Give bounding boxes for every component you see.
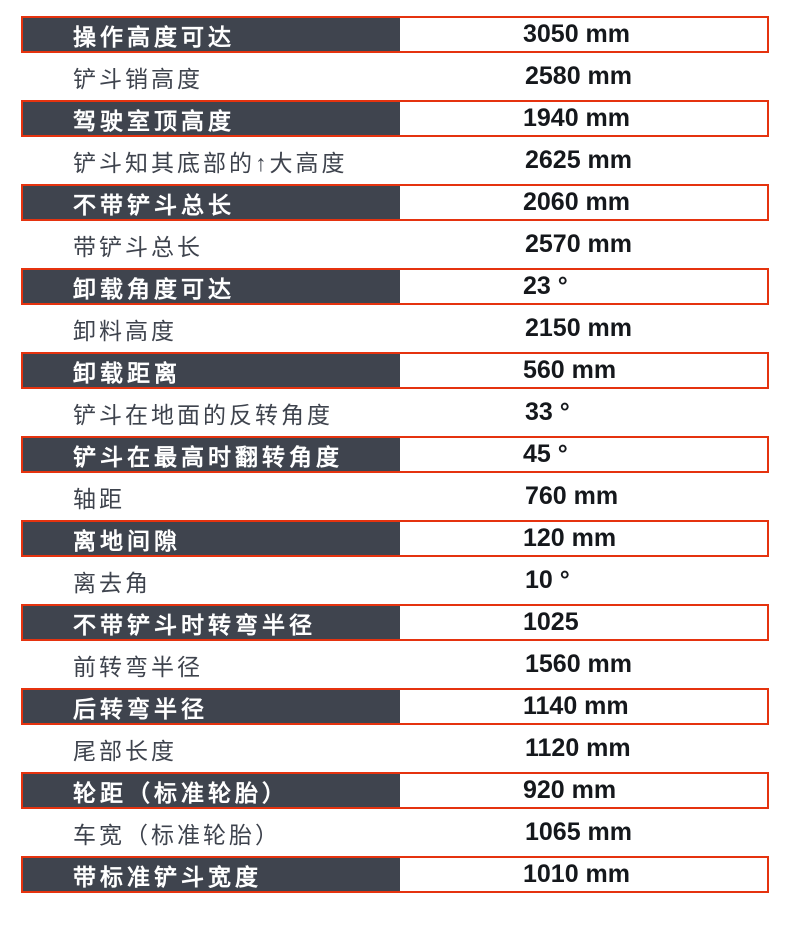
spec-label: 铲斗在最高时翻转角度 <box>23 438 400 471</box>
spec-value: 2580 mm <box>525 62 633 90</box>
table-row: 铲斗知其底部的↑大高度 2625 mm <box>21 137 769 184</box>
table-row: 后转弯半径 1140 mm <box>21 688 769 725</box>
spec-value: 45 ° <box>523 440 568 468</box>
spec-label: 轴距 <box>73 485 125 512</box>
spec-label: 卸载距离 <box>23 354 400 387</box>
spec-value: 760 mm <box>525 482 619 510</box>
spec-label: 离去角 <box>73 569 151 596</box>
table-row: 操作高度可达 3050 mm <box>21 16 769 53</box>
spec-value: 1010 mm <box>523 860 631 888</box>
spec-label: 车宽（标准轮胎） <box>73 821 281 848</box>
spec-value: 2570 mm <box>525 230 633 258</box>
table-row: 轴距 760 mm <box>21 473 769 520</box>
spec-value: 1065 mm <box>525 818 633 846</box>
table-row: 轮距（标准轮胎） 920 mm <box>21 772 769 809</box>
table-row: 卸载距离 560 mm <box>21 352 769 389</box>
table-row: 带标准铲斗宽度 1010 mm <box>21 856 769 893</box>
spec-value: 1120 mm <box>525 734 631 762</box>
spec-table: 操作高度可达 3050 mm 铲斗销高度 2580 mm 驾驶室顶高度 1940… <box>21 16 769 893</box>
spec-value: 33 ° <box>525 398 570 426</box>
spec-label: 卸载角度可达 <box>23 270 400 303</box>
spec-value: 1560 mm <box>525 650 633 678</box>
table-row: 铲斗销高度 2580 mm <box>21 53 769 100</box>
table-row: 离去角 10 ° <box>21 557 769 604</box>
spec-label: 卸料高度 <box>73 317 177 344</box>
spec-value: 1140 mm <box>523 692 629 720</box>
spec-label: 尾部长度 <box>73 737 177 764</box>
spec-label: 后转弯半径 <box>23 690 400 723</box>
table-row: 尾部长度 1120 mm <box>21 725 769 772</box>
spec-label: 带标准铲斗宽度 <box>23 858 400 891</box>
spec-value: 920 mm <box>523 776 617 804</box>
spec-label: 驾驶室顶高度 <box>23 102 400 135</box>
spec-label: 铲斗销高度 <box>73 65 203 92</box>
spec-value: 23 ° <box>523 272 568 300</box>
table-row: 不带铲斗总长 2060 mm <box>21 184 769 221</box>
spec-label: 操作高度可达 <box>23 18 400 51</box>
table-row: 驾驶室顶高度 1940 mm <box>21 100 769 137</box>
spec-value: 2060 mm <box>523 188 631 216</box>
spec-label: 离地间隙 <box>23 522 400 555</box>
table-row: 不带铲斗时转弯半径 1025 <box>21 604 769 641</box>
spec-value: 10 ° <box>525 566 570 594</box>
table-row: 卸料高度 2150 mm <box>21 305 769 352</box>
spec-value: 1025 <box>523 608 579 636</box>
spec-label: 不带铲斗总长 <box>23 186 400 219</box>
spec-value: 2150 mm <box>525 314 633 342</box>
table-row: 离地间隙 120 mm <box>21 520 769 557</box>
spec-label: 铲斗知其底部的↑大高度 <box>73 149 348 176</box>
table-row: 带铲斗总长 2570 mm <box>21 221 769 268</box>
spec-label: 带铲斗总长 <box>73 233 203 260</box>
table-row: 车宽（标准轮胎） 1065 mm <box>21 809 769 856</box>
spec-label: 轮距（标准轮胎） <box>23 774 400 807</box>
table-row: 铲斗在地面的反转角度 33 ° <box>21 389 769 436</box>
table-row: 铲斗在最高时翻转角度 45 ° <box>21 436 769 473</box>
spec-label: 铲斗在地面的反转角度 <box>73 401 333 428</box>
spec-value: 560 mm <box>523 356 617 384</box>
table-row: 卸载角度可达 23 ° <box>21 268 769 305</box>
spec-label: 不带铲斗时转弯半径 <box>23 606 400 639</box>
table-row: 前转弯半径 1560 mm <box>21 641 769 688</box>
spec-value: 2625 mm <box>525 146 633 174</box>
spec-value: 1940 mm <box>523 104 631 132</box>
spec-label: 前转弯半径 <box>73 653 203 680</box>
spec-value: 3050 mm <box>523 20 631 48</box>
spec-value: 120 mm <box>523 524 617 552</box>
